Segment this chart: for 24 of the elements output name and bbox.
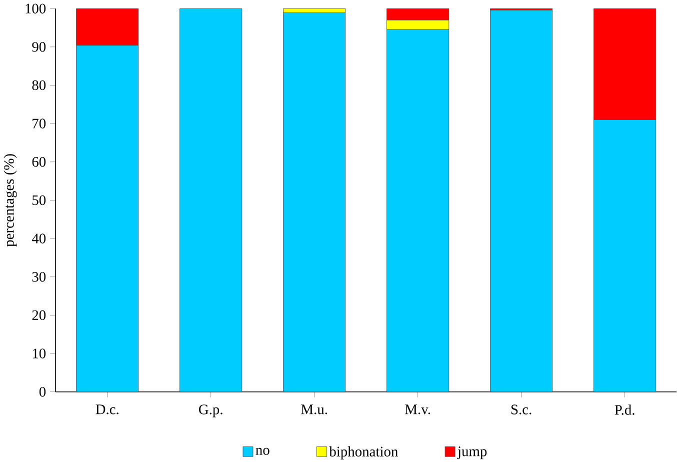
y-tick-label: 10 [32, 348, 46, 358]
bar [180, 8, 242, 392]
x-tick-label: S.c. [511, 404, 532, 414]
y-tick-label: 20 [32, 310, 46, 320]
y-tick-label: 100 [26, 3, 46, 14]
y-tick-label: 70 [32, 118, 46, 128]
y-tick-label: 60 [32, 156, 46, 167]
y-tick-label: 90 [32, 42, 46, 52]
y-tick-label: 80 [32, 80, 46, 90]
y-tick-label: 40 [32, 233, 46, 244]
y-axis-title: percentages (%) [4, 154, 17, 246]
y-tick-label: 50 [32, 195, 46, 205]
bar [283, 12, 346, 392]
bar [490, 10, 553, 392]
y-tick-label: 30 [32, 272, 46, 282]
x-tick-label: P.d. [614, 404, 634, 415]
x-tick-label: M.v. [405, 404, 430, 414]
legend-label: no [256, 448, 270, 455]
x-tick-label: D.c. [96, 404, 118, 414]
y-tick-label: 0 [39, 386, 46, 396]
legend-label: biphonation [329, 446, 398, 460]
x-tick-label: G.p. [199, 404, 222, 418]
legend-label: jump [457, 446, 487, 459]
x-tick-label: M.u. [301, 404, 328, 414]
